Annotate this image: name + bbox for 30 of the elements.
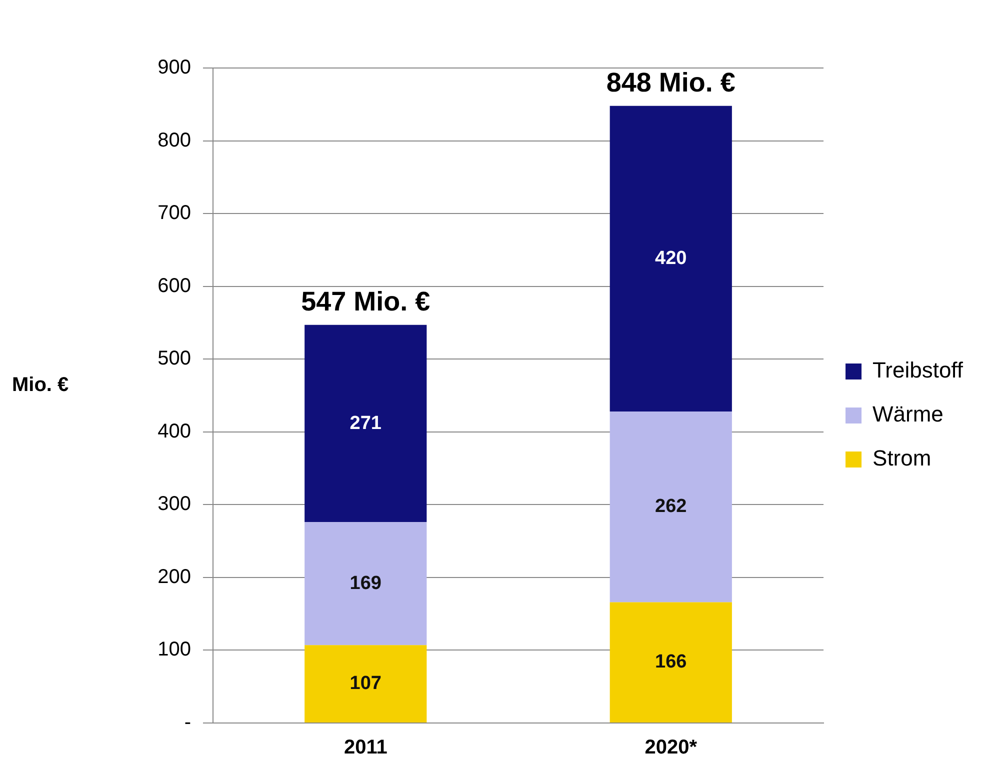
x-tick-label: 2011 <box>344 736 388 759</box>
data-label: 271 <box>350 412 382 434</box>
bar <box>304 522 427 646</box>
legend-label: Wärme <box>872 402 944 427</box>
data-label: 107 <box>350 673 382 694</box>
y-tick-label: 600 <box>158 274 191 297</box>
y-tick-label: 200 <box>158 566 191 588</box>
y-tick-label: 800 <box>158 129 191 152</box>
y-tick-label: 900 <box>158 56 191 79</box>
data-label: 262 <box>655 496 687 518</box>
total-label: 547 Mio. € <box>301 286 430 316</box>
y-tick-label: - <box>184 712 191 734</box>
y-tick-label: 100 <box>158 638 191 661</box>
total-label: 848 Mio. € <box>606 67 736 98</box>
bar <box>304 324 427 522</box>
bar <box>610 106 732 412</box>
bar <box>610 602 732 722</box>
y-tick-label: 400 <box>158 420 191 442</box>
data-label: 420 <box>655 248 687 269</box>
data-label: 169 <box>350 572 382 594</box>
legend-label: Strom <box>872 446 932 471</box>
bar <box>610 412 732 602</box>
bar <box>304 645 427 722</box>
y-tick-label: 500 <box>158 348 191 370</box>
y-axis-title: Mio. € <box>12 374 69 396</box>
x-tick-label: 2020* <box>644 736 698 759</box>
data-label: 166 <box>655 652 687 673</box>
y-tick-label: 300 <box>158 493 191 516</box>
legend-label: Treibstoff <box>872 358 964 383</box>
y-tick-label: 700 <box>158 202 191 224</box>
